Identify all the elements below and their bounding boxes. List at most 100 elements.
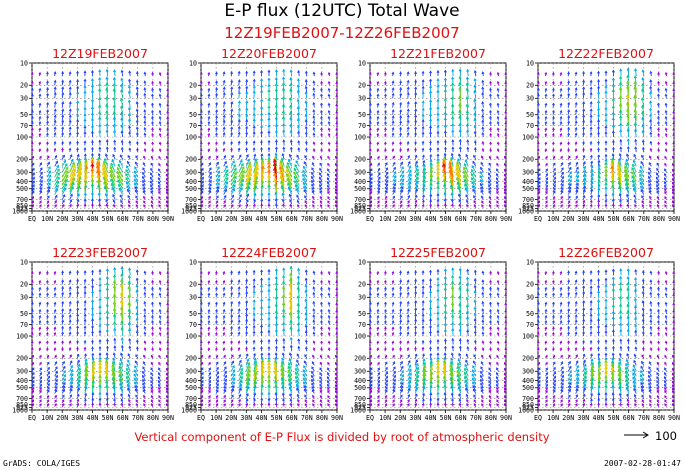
flux-arrow — [368, 80, 372, 86]
flux-arrow — [150, 403, 154, 407]
flux-arrow — [143, 204, 146, 208]
flux-arrow — [165, 185, 169, 189]
flux-arrow — [285, 165, 293, 178]
flux-arrow — [54, 394, 57, 399]
flux-arrow — [545, 196, 548, 200]
flux-arrow — [165, 162, 169, 167]
flux-arrow — [293, 171, 300, 182]
flux-arrow — [334, 185, 338, 189]
flux-arrow — [61, 279, 65, 285]
flux-arrow — [31, 176, 35, 182]
flux-arrow — [575, 170, 580, 178]
flux-arrow — [384, 155, 388, 160]
flux-arrow — [406, 114, 410, 121]
flux-arrow — [311, 162, 315, 167]
flux-arrow — [657, 314, 660, 320]
flux-arrow — [245, 107, 249, 115]
flux-arrow — [237, 331, 241, 337]
flux-arrow — [407, 185, 412, 192]
flux-arrow — [260, 124, 264, 132]
flux-arrow — [649, 85, 653, 93]
flux-arrow — [151, 120, 154, 126]
flux-arrow — [83, 140, 87, 146]
flux-arrow — [245, 147, 248, 153]
flux-arrow — [105, 139, 109, 146]
x-tick-label: 10N — [547, 215, 559, 223]
flux-arrow — [421, 307, 425, 314]
flux-arrow — [320, 80, 323, 86]
flux-arrow — [296, 353, 300, 359]
flux-arrow — [68, 86, 72, 93]
flux-arrow — [597, 290, 601, 298]
flux-arrow — [76, 339, 79, 345]
flux-arrow — [429, 290, 433, 298]
flux-arrow — [260, 317, 264, 325]
flux-arrow — [166, 127, 170, 132]
flux-arrow — [664, 80, 668, 86]
flux-arrow — [574, 71, 578, 77]
flux-arrow — [320, 270, 323, 276]
flux-arrow — [304, 155, 308, 160]
flux-arrow — [414, 313, 418, 320]
flux-arrow — [488, 395, 492, 399]
flux-arrow — [567, 365, 572, 372]
flux-arrow — [582, 71, 585, 77]
flux-arrow — [158, 196, 161, 200]
flux-arrow — [552, 187, 556, 193]
flux-arrow — [567, 189, 571, 195]
flux-arrow — [143, 132, 147, 138]
y-tick-label: 400 — [522, 178, 534, 186]
x-tick-label: 60N — [117, 414, 129, 422]
x-tick-label: 80N — [485, 414, 497, 422]
flux-arrow — [429, 90, 433, 99]
flux-arrow — [641, 154, 645, 160]
flux-arrow — [230, 187, 235, 195]
y-tick-label: 10 — [20, 258, 28, 266]
flux-arrow — [238, 183, 244, 192]
x-tick-label: EQ — [366, 215, 374, 223]
flux-arrow — [391, 301, 395, 307]
flux-arrow — [421, 290, 425, 298]
flux-arrow — [552, 366, 556, 372]
flux-arrow — [61, 325, 65, 331]
flux-arrow — [83, 290, 87, 298]
flux-arrow — [98, 139, 102, 146]
flux-arrow — [597, 131, 600, 138]
flux-arrow — [392, 186, 396, 193]
flux-arrow — [38, 340, 42, 345]
flux-arrow — [567, 175, 572, 182]
flux-arrow — [126, 188, 131, 195]
flux-arrow — [91, 346, 94, 352]
flux-arrow — [399, 347, 402, 352]
flux-arrow — [559, 301, 563, 307]
flux-arrow — [421, 299, 425, 307]
flux-arrow — [222, 91, 226, 99]
y-tick-label: 1000 — [181, 207, 197, 215]
flux-arrow — [489, 115, 492, 121]
flux-arrow — [91, 397, 95, 403]
flux-arrow — [238, 159, 243, 167]
flux-arrow — [91, 139, 94, 146]
flux-arrow — [473, 330, 477, 337]
flux-arrow — [552, 127, 555, 132]
flux-arrow — [166, 88, 170, 93]
flux-arrow — [657, 80, 660, 86]
flux-arrow — [113, 129, 117, 138]
flux-arrow — [53, 131, 57, 138]
flux-arrow — [253, 153, 257, 160]
flux-arrow — [46, 308, 49, 314]
x-tick-label: 20N — [562, 414, 574, 422]
flux-arrow — [582, 140, 585, 146]
flux-arrow — [230, 171, 237, 182]
flux-arrow — [91, 203, 94, 208]
y-tick-label: 100 — [354, 133, 366, 141]
flux-arrow — [589, 114, 593, 121]
flux-arrow — [53, 279, 57, 285]
flux-arrow — [320, 286, 323, 292]
flux-arrow — [83, 147, 87, 153]
x-tick-label: 70N — [638, 215, 650, 223]
flux-arrow — [158, 87, 162, 93]
y-tick-label: 20 — [358, 281, 366, 289]
flux-arrow — [480, 161, 484, 167]
flux-arrow — [215, 174, 221, 182]
